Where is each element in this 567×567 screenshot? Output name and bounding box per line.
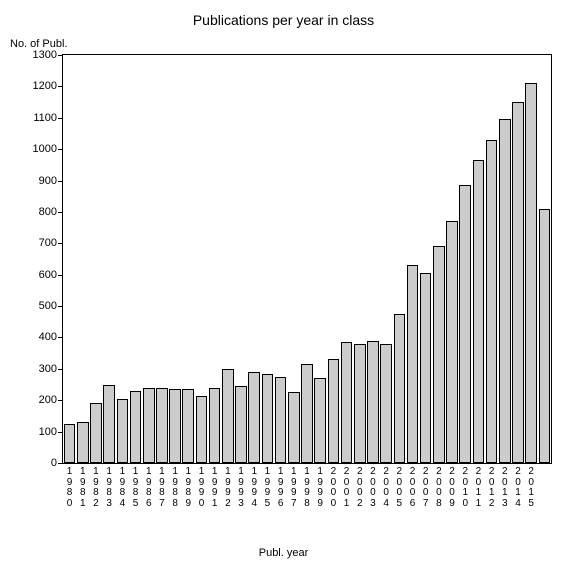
bar: [117, 399, 129, 463]
chart-container: Publications per year in class No. of Pu…: [0, 0, 567, 567]
bar: [182, 389, 194, 463]
bar: [262, 374, 274, 463]
bar: [420, 273, 432, 463]
chart-title: Publications per year in class: [0, 12, 567, 28]
bar: [77, 422, 89, 463]
xaxis-title: Publ. year: [0, 547, 567, 559]
xtick-label: 2000: [328, 463, 340, 509]
ytick-mark: [58, 212, 63, 213]
bars-layer: [63, 55, 551, 463]
bar: [354, 344, 366, 463]
xtick-label: 2010: [459, 463, 471, 509]
xtick-label: 2007: [420, 463, 432, 509]
ytick-mark: [58, 369, 63, 370]
xtick-label: 2014: [512, 463, 524, 509]
xtick-label: 2002: [354, 463, 366, 509]
bar: [328, 359, 340, 463]
bar: [222, 369, 234, 463]
bar: [459, 185, 471, 463]
xtick-label: 2008: [433, 463, 445, 509]
bar: [90, 403, 102, 463]
ytick-mark: [58, 432, 63, 433]
bar: [196, 396, 208, 463]
xtick-label: 1989: [182, 463, 194, 509]
bar: [130, 391, 142, 463]
xtick-label: 2012: [486, 463, 498, 509]
bar: [446, 221, 458, 463]
xtick-label: 2013: [499, 463, 511, 509]
xtick-label: 1993: [235, 463, 247, 509]
ytick-mark: [58, 55, 63, 56]
ytick-mark: [58, 463, 63, 464]
bar: [169, 389, 181, 463]
xtick-label: 1980: [64, 463, 76, 509]
bar: [433, 246, 445, 463]
bar: [473, 160, 485, 463]
ytick-mark: [58, 243, 63, 244]
bar: [525, 83, 537, 463]
ytick-mark: [58, 118, 63, 119]
bar: [143, 388, 155, 463]
xtick-label: 1988: [169, 463, 181, 509]
plot-area: 0100200300400500600700800900100011001200…: [62, 54, 552, 464]
xtick-label: 1992: [222, 463, 234, 509]
bar: [301, 364, 313, 463]
bar: [156, 388, 168, 463]
bar: [407, 265, 419, 463]
xtick-label: 1994: [248, 463, 260, 509]
xtick-label: 1984: [117, 463, 129, 509]
bar: [539, 209, 551, 463]
xtick-label: 1987: [156, 463, 168, 509]
bar: [209, 388, 221, 463]
xtick-label: 2004: [380, 463, 392, 509]
xtick-label: 1990: [196, 463, 208, 509]
bar: [64, 424, 76, 463]
ytick-mark: [58, 400, 63, 401]
xtick-label: 2005: [394, 463, 406, 509]
xtick-label: 2009: [446, 463, 458, 509]
xtick-label: 1996: [275, 463, 287, 509]
ytick-mark: [58, 306, 63, 307]
xtick-label: 1981: [77, 463, 89, 509]
bar: [341, 342, 353, 463]
ytick-mark: [58, 337, 63, 338]
bar: [499, 119, 511, 463]
xtick-label: 1985: [130, 463, 142, 509]
ytick-mark: [58, 149, 63, 150]
bar: [275, 377, 287, 463]
xtick-label: 2003: [367, 463, 379, 509]
bar: [103, 385, 115, 463]
xtick-label: 1995: [262, 463, 274, 509]
bar: [314, 378, 326, 463]
xtick-label: 2015: [525, 463, 537, 509]
xtick-label: 1998: [301, 463, 313, 509]
ytick-mark: [58, 86, 63, 87]
bar: [380, 344, 392, 463]
bar: [248, 372, 260, 463]
xtick-label: 1997: [288, 463, 300, 509]
bar: [394, 314, 406, 463]
bar: [512, 102, 524, 463]
bar: [235, 386, 247, 463]
xtick-label: 1991: [209, 463, 221, 509]
ytick-mark: [58, 181, 63, 182]
ytick-mark: [58, 275, 63, 276]
xtick-label: 2011: [473, 463, 485, 509]
bar: [486, 140, 498, 463]
bar: [288, 392, 300, 463]
xtick-label: 1983: [103, 463, 115, 509]
xtick-label: 2001: [341, 463, 353, 509]
xtick-label: 2006: [407, 463, 419, 509]
bar: [367, 341, 379, 463]
xtick-label: 1982: [90, 463, 102, 509]
xtick-label: 1986: [143, 463, 155, 509]
xtick-label: 1999: [314, 463, 326, 509]
